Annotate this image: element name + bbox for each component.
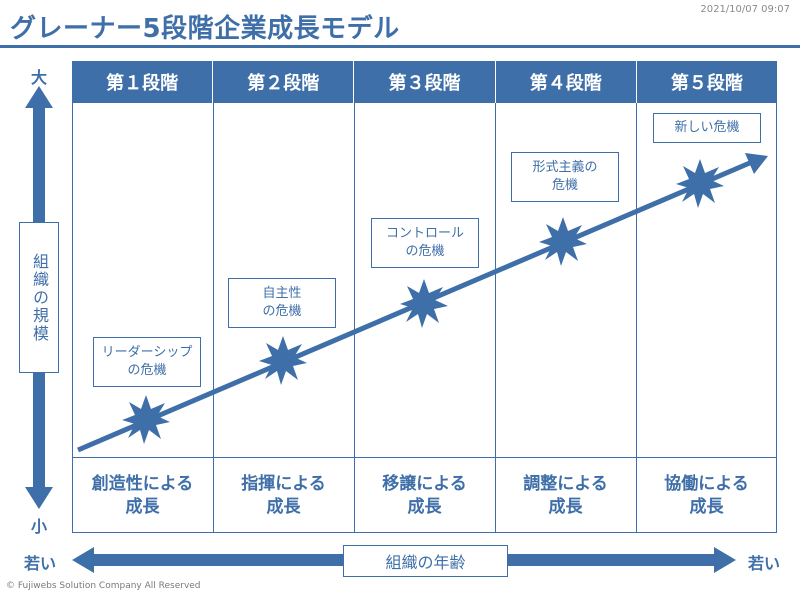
- stage-header-row: 第１段階 第２段階 第３段階 第４段階 第５段階: [72, 61, 777, 103]
- growth-mode-3: 移譲による 成長: [382, 473, 467, 517]
- column-divider: [495, 103, 496, 533]
- crisis-burst-1: [122, 395, 170, 444]
- vertical-axis-title: 組織の規模: [30, 252, 49, 343]
- crisis-label-2: 自主性 の危機: [228, 278, 336, 328]
- horizontal-axis-right-label: 若い: [748, 554, 781, 573]
- stage-header-1: 第１段階: [72, 61, 214, 103]
- crisis-label-3: コントロール の危機: [371, 218, 479, 268]
- growth-mode-4: 調整による 成長: [523, 473, 608, 517]
- growth-mode-5: 協働による 成長: [664, 473, 749, 517]
- column-divider: [354, 103, 355, 533]
- stage-header-4: 第４段階: [496, 61, 637, 103]
- vertical-axis-title-box: 組織の規模: [19, 222, 59, 373]
- stage-header-2: 第２段階: [213, 61, 355, 103]
- crisis-burst-3: [400, 279, 448, 328]
- column-divider: [213, 103, 214, 533]
- growth-mode-2: 指揮による 成長: [241, 473, 326, 517]
- crisis-label-1: リーダーシップ の危機: [93, 337, 201, 387]
- crisis-burst-5: [676, 159, 724, 208]
- crisis-label-4: 形式主義の 危機: [511, 152, 619, 202]
- column-divider: [636, 103, 637, 533]
- timestamp: 2021/10/07 09:07: [700, 4, 790, 15]
- horizontal-axis-left-label: 若い: [24, 554, 57, 573]
- growth-mode-1: 創造性による 成長: [91, 473, 194, 517]
- stage-header-5: 第５段階: [670, 73, 743, 94]
- copyright-notice: © Fujiwebs Solution Company All Reserved: [6, 581, 201, 591]
- vertical-axis-top-label: 大: [31, 68, 48, 87]
- horizontal-axis-title: 組織の年齢: [385, 553, 466, 572]
- growth-row-divider: [72, 457, 777, 458]
- crisis-label-5: 新しい危機: [653, 113, 761, 143]
- crisis-burst-2: [259, 336, 307, 385]
- stage-header-3: 第３段階: [354, 61, 496, 103]
- crisis-burst-4: [539, 217, 587, 266]
- title-underline: [0, 45, 800, 48]
- vertical-axis-bottom-label: 小: [31, 517, 48, 536]
- horizontal-axis-title-box: 組織の年齢: [343, 545, 508, 577]
- page-title: グレーナー5段階企業成長モデル: [10, 14, 400, 44]
